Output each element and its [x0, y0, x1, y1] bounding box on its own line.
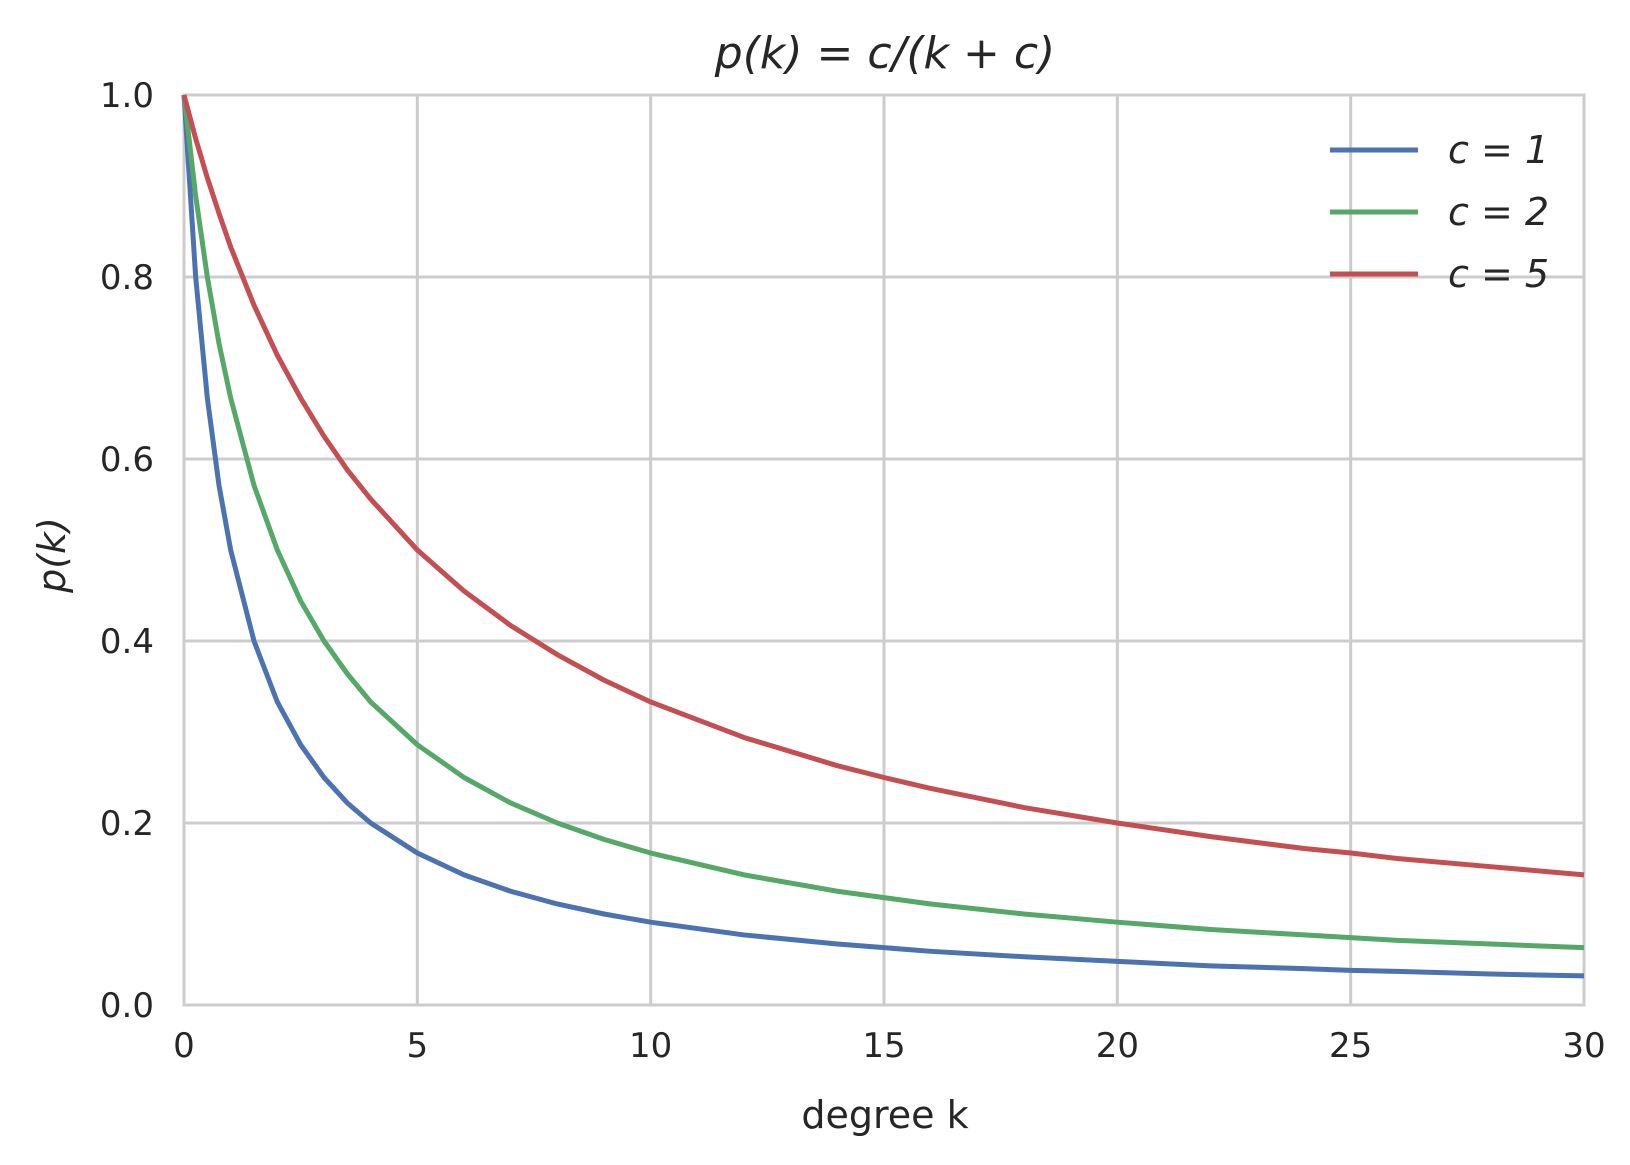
series-layer: [181, 94, 1585, 979]
y-tick-label: 0.8: [100, 258, 154, 298]
x-axis-label: degree k: [801, 1093, 968, 1137]
x-tick-label: 15: [862, 1026, 905, 1066]
x-tick-label: 5: [407, 1026, 429, 1066]
x-tick-label: 0: [173, 1026, 195, 1066]
series-line-1: [181, 94, 1585, 979]
chart-title: p(k) = c/(k + c): [714, 28, 1055, 79]
legend-label-2: c = 2: [1448, 190, 1549, 234]
y-tick-label: 0.6: [100, 440, 154, 480]
legend-label-1: c = 1: [1448, 128, 1549, 172]
x-tick-label: 30: [1562, 1026, 1605, 1066]
y-tick-label: 0.0: [100, 986, 154, 1026]
y-axis-label: p(k): [30, 517, 74, 594]
series-line-3: [181, 94, 1585, 878]
y-tick-label: 0.4: [100, 622, 154, 662]
x-tick-label: 25: [1329, 1026, 1372, 1066]
tick-layer: 0 5 10 15 20 25 30 0.0 0.2 0.4 0.6 0.8 1.0: [100, 76, 1606, 1066]
y-tick-label: 1.0: [100, 76, 154, 116]
x-tick-label: 20: [1096, 1026, 1139, 1066]
x-tick-label: 10: [629, 1026, 672, 1066]
plot-frame: [182, 93, 1586, 1007]
series-line-2: [181, 94, 1585, 951]
legend: c = 1 c = 2 c = 5: [1330, 128, 1549, 296]
legend-label-3: c = 5: [1448, 252, 1549, 296]
y-tick-label: 0.2: [100, 804, 154, 844]
